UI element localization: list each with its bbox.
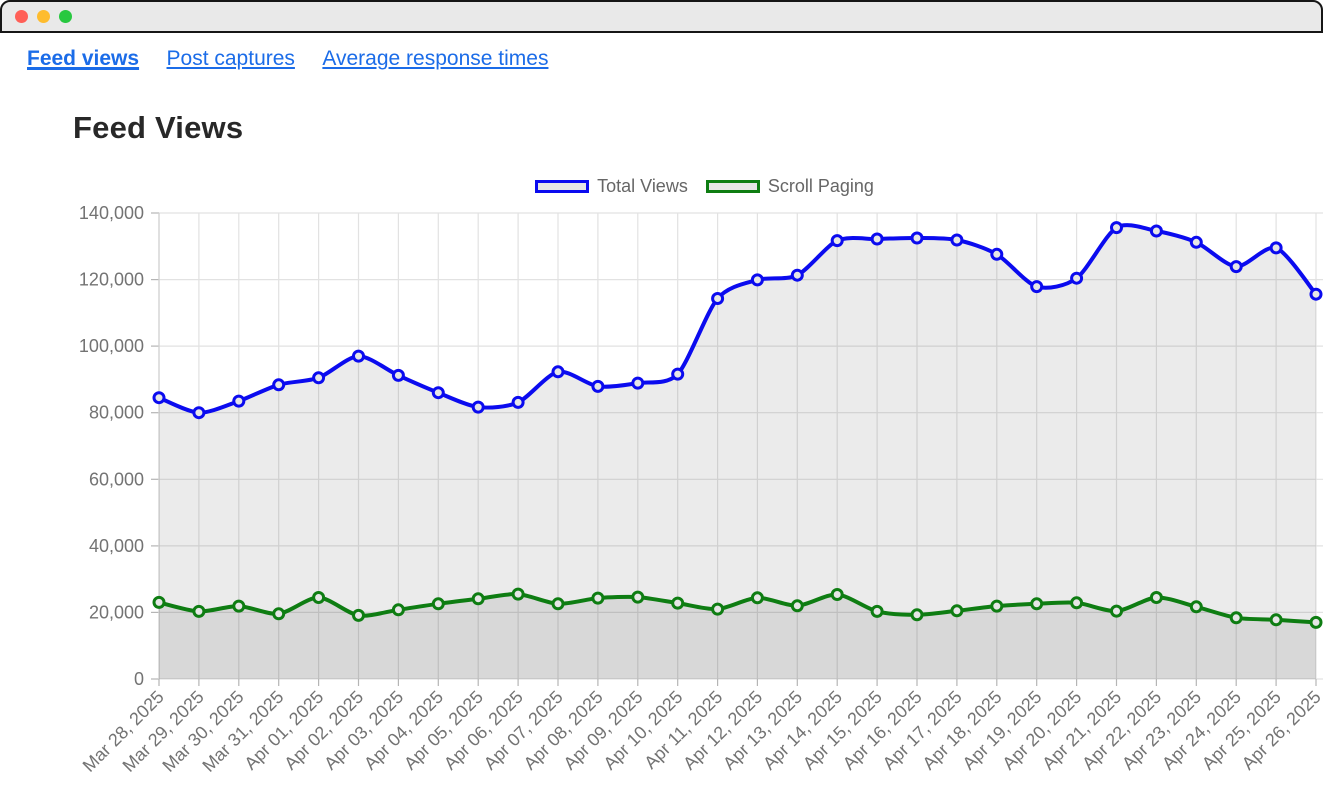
data-point[interactable] (152, 391, 166, 405)
nav-link-average-response-times[interactable]: Average response times (322, 47, 549, 70)
data-point[interactable] (1269, 241, 1283, 255)
data-point[interactable] (192, 604, 206, 618)
y-tick-label: 120,000 (79, 270, 144, 290)
data-point[interactable] (631, 590, 645, 604)
legend-label-total-views: Total Views (597, 176, 688, 196)
data-point[interactable] (1189, 235, 1203, 249)
data-point[interactable] (471, 400, 485, 414)
data-point[interactable] (1309, 615, 1323, 629)
data-point[interactable] (591, 591, 605, 605)
data-point[interactable] (870, 604, 884, 618)
data-point[interactable] (1149, 591, 1163, 604)
data-point[interactable] (990, 247, 1004, 261)
data-point[interactable] (711, 292, 725, 305)
data-point[interactable] (1030, 597, 1044, 611)
nav-link-post-captures[interactable]: Post captures (166, 47, 295, 70)
legend-label-scroll-paging: Scroll Paging (767, 176, 874, 196)
data-point[interactable] (830, 588, 844, 601)
legend-item-scroll-paging[interactable]: Scroll Paging (705, 176, 874, 197)
y-tick-label: 0 (134, 669, 144, 689)
data-point[interactable] (551, 597, 565, 611)
data-point[interactable] (870, 232, 884, 246)
data-point[interactable] (1309, 287, 1323, 301)
data-point[interactable] (591, 379, 605, 393)
data-point[interactable] (192, 406, 206, 420)
data-point[interactable] (671, 596, 685, 610)
window-titlebar (0, 0, 1323, 33)
data-point[interactable] (910, 231, 924, 245)
data-point[interactable] (830, 234, 844, 248)
data-point[interactable] (431, 386, 445, 400)
data-point[interactable] (1070, 271, 1084, 285)
data-point[interactable] (1110, 604, 1123, 618)
close-button[interactable] (15, 10, 28, 23)
data-point[interactable] (750, 591, 764, 605)
y-tick-label: 60,000 (89, 469, 144, 489)
data-point[interactable] (352, 608, 365, 622)
data-point[interactable] (352, 349, 365, 363)
nav-link-feed-views[interactable]: Feed views (27, 47, 140, 70)
data-point[interactable] (1030, 280, 1044, 294)
data-point[interactable] (750, 273, 764, 287)
series-area (159, 225, 1316, 680)
data-point[interactable] (471, 592, 485, 606)
zoom-button[interactable] (59, 10, 72, 23)
data-point[interactable] (910, 608, 924, 622)
chart-legend: Total Views Scroll Paging (0, 176, 1323, 197)
data-point[interactable] (1149, 224, 1163, 238)
data-point[interactable] (272, 607, 286, 621)
data-point[interactable] (790, 599, 804, 613)
y-tick-label: 40,000 (89, 536, 144, 556)
data-point[interactable] (391, 603, 405, 617)
data-point[interactable] (312, 371, 326, 385)
report-tabs: Feed views Post captures Average respons… (27, 46, 1323, 74)
data-point[interactable] (950, 604, 964, 618)
data-point[interactable] (391, 368, 405, 382)
data-point[interactable] (790, 268, 804, 282)
page-title: Feed Views (73, 110, 244, 145)
data-point[interactable] (990, 599, 1004, 613)
data-point[interactable] (1229, 260, 1243, 274)
data-point[interactable] (431, 597, 445, 611)
data-point[interactable] (671, 367, 685, 381)
data-point[interactable] (711, 602, 725, 616)
legend-swatch-scroll-paging (705, 180, 760, 193)
y-tick-label: 140,000 (79, 203, 144, 223)
data-point[interactable] (312, 591, 326, 604)
data-point[interactable] (1189, 600, 1203, 614)
data-point[interactable] (272, 378, 286, 392)
data-point[interactable] (1110, 221, 1123, 235)
minimize-button[interactable] (37, 10, 50, 23)
data-point[interactable] (551, 365, 565, 379)
data-point[interactable] (511, 395, 525, 409)
y-tick-label: 20,000 (89, 602, 144, 622)
legend-item-total-views[interactable]: Total Views (535, 176, 688, 197)
data-point[interactable] (1070, 596, 1084, 610)
y-tick-label: 80,000 (89, 403, 144, 423)
data-point[interactable] (950, 233, 964, 247)
data-point[interactable] (631, 376, 645, 390)
data-point[interactable] (232, 394, 246, 408)
legend-swatch-total-views (535, 180, 590, 193)
data-point[interactable] (232, 599, 246, 613)
feed-views-line-chart[interactable]: 0 20,000 40,000 60,000 80,000 100,000 120,000 1… (0, 202, 1323, 791)
chart-area: 0 20,000 40,000 60,000 80,000 100,000 120,000 1… (0, 202, 1323, 791)
data-point[interactable] (152, 595, 166, 609)
data-point[interactable] (1229, 611, 1243, 625)
series-area (159, 594, 1316, 679)
data-point[interactable] (511, 587, 525, 601)
y-tick-label: 100,000 (79, 336, 144, 356)
data-point[interactable] (1269, 613, 1283, 627)
